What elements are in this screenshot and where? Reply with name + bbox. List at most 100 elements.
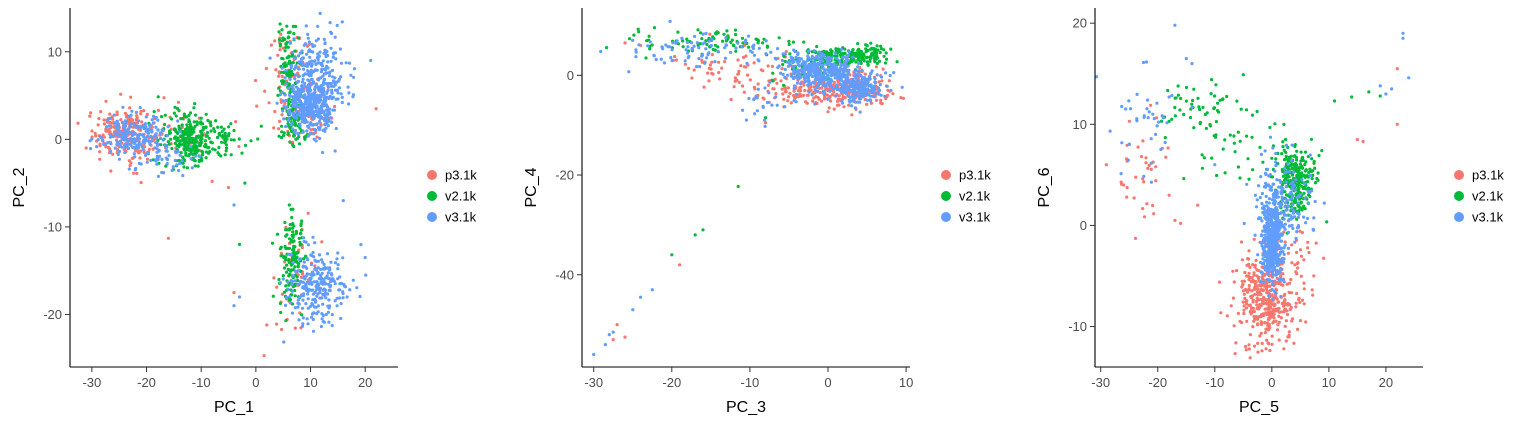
data-point: [781, 92, 785, 96]
data-point: [157, 149, 161, 153]
data-point: [277, 38, 282, 42]
data-point: [1271, 201, 1275, 205]
data-point: [1256, 253, 1260, 257]
data-point: [141, 125, 145, 129]
data-point: [298, 126, 302, 130]
data-point: [131, 140, 135, 144]
data-point: [296, 298, 300, 302]
data-point: [93, 131, 97, 135]
data-point: [783, 67, 787, 72]
data-point: [312, 311, 316, 315]
data-point: [1142, 180, 1146, 184]
data-point: [1278, 310, 1282, 314]
data-point: [276, 53, 280, 57]
data-point: [290, 258, 294, 262]
data-point: [306, 134, 310, 138]
data-point: [98, 150, 102, 154]
data-point: [335, 257, 339, 261]
data-point: [1285, 213, 1289, 217]
data-point: [280, 70, 284, 74]
data-point: [322, 99, 326, 103]
data-point: [272, 276, 276, 280]
data-point: [1301, 298, 1305, 302]
data-point: [285, 24, 289, 28]
data-point: [756, 82, 760, 86]
data-point: [1176, 84, 1180, 88]
data-point: [813, 88, 817, 92]
data-point: [1250, 289, 1254, 293]
data-point: [859, 50, 864, 54]
data-point: [1289, 154, 1293, 158]
data-point: [859, 61, 863, 65]
data-point: [306, 322, 310, 326]
data-point: [291, 226, 295, 230]
data-point: [329, 272, 333, 276]
data-point: [868, 98, 872, 102]
data-point: [124, 115, 129, 119]
data-point: [1239, 107, 1243, 111]
data-point: [1272, 222, 1276, 226]
data-point: [148, 123, 152, 128]
data-point: [794, 55, 798, 60]
data-point: [290, 52, 294, 57]
data-point: [1303, 175, 1307, 179]
data-point: [1252, 273, 1256, 277]
data-point: [1275, 297, 1279, 301]
data-point: [851, 55, 855, 59]
data-point: [1361, 139, 1365, 144]
data-point: [1283, 243, 1287, 247]
data-point: [1259, 260, 1263, 265]
data-point: [165, 162, 169, 166]
data-point: [351, 95, 355, 99]
data-point: [144, 127, 148, 131]
data-point: [280, 90, 284, 94]
data-point: [217, 153, 221, 157]
data-point: [329, 284, 333, 288]
data-point: [138, 125, 142, 129]
data-point: [290, 121, 295, 125]
data-point: [1200, 166, 1204, 170]
data-point: [843, 47, 847, 51]
data-point: [829, 79, 833, 83]
data-point: [879, 75, 884, 79]
data-point: [1190, 102, 1194, 106]
data-point: [293, 104, 297, 109]
data-point: [129, 122, 133, 126]
data-point: [109, 142, 113, 146]
data-point: [287, 203, 291, 207]
data-point: [115, 113, 119, 117]
data-point: [885, 84, 889, 88]
data-point: [292, 37, 296, 41]
data-point: [746, 34, 751, 38]
data-point: [1279, 239, 1283, 243]
data-point: [1151, 203, 1155, 208]
data-point: [849, 89, 854, 93]
data-point: [130, 156, 134, 160]
data-point: [316, 37, 320, 41]
data-point: [826, 60, 830, 64]
data-point: [1293, 206, 1297, 210]
data-point: [766, 64, 770, 68]
data-point: [151, 121, 155, 125]
data-point: [611, 330, 615, 334]
data-point: [1241, 73, 1245, 77]
data-point: [101, 139, 105, 143]
data-point: [281, 254, 285, 258]
data-point: [217, 133, 222, 137]
data-point: [308, 279, 312, 283]
data-point: [294, 137, 298, 141]
data-point: [1259, 152, 1263, 156]
data-point: [310, 273, 315, 277]
data-point: [160, 157, 164, 161]
data-point: [336, 91, 340, 95]
data-point: [319, 274, 323, 278]
data-point: [310, 42, 314, 47]
data-point: [1281, 260, 1285, 264]
data-point: [1290, 166, 1294, 170]
data-point: [229, 153, 233, 157]
data-point: [865, 102, 869, 106]
data-point: [293, 99, 298, 103]
data-point: [1263, 224, 1267, 228]
data-point: [1141, 177, 1145, 181]
data-point: [305, 129, 309, 133]
